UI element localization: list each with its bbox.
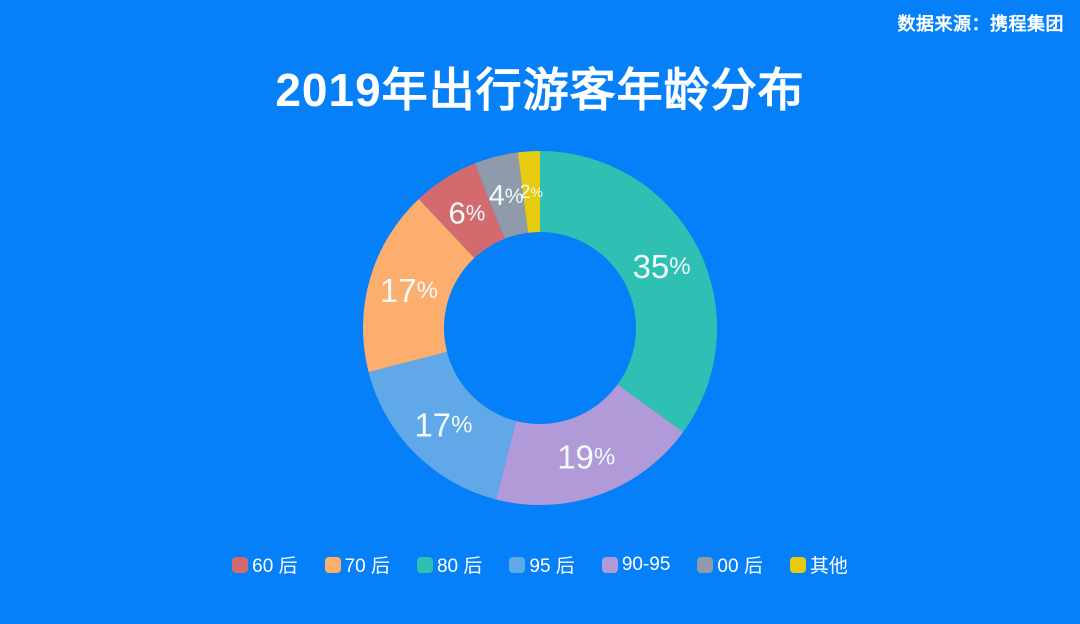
legend-label: 00 后	[717, 556, 763, 577]
slice-label: 17%	[380, 271, 438, 308]
legend-label: 80 后	[436, 556, 483, 577]
slice-label: 2%	[520, 181, 543, 202]
legend-item: 其他	[789, 551, 848, 578]
legend-label: 60 后	[252, 556, 298, 577]
legend-item: 60 后	[232, 551, 298, 578]
legend-item: 70 后	[324, 551, 390, 578]
legend-label: 70 后	[344, 556, 390, 577]
donut-slice	[368, 351, 517, 500]
legend-swatch	[697, 556, 714, 573]
slice-label: 19%	[557, 438, 615, 475]
slice-label: 17%	[414, 406, 472, 443]
legend-item: 95 后	[509, 551, 575, 578]
legend-label: 其他	[809, 556, 848, 577]
legend-swatch	[416, 556, 433, 573]
legend-item: 00 后	[697, 551, 763, 578]
legend-label: 95 后	[529, 556, 575, 577]
donut-slice	[474, 152, 528, 239]
donut-slice	[517, 151, 540, 233]
legend-item: 80 后	[416, 551, 483, 578]
slice-label: 4%	[489, 180, 524, 212]
legend-swatch	[509, 556, 526, 573]
legend-item: 90-95	[601, 553, 671, 576]
donut-slice	[495, 384, 684, 505]
slice-label: 6%	[448, 195, 485, 230]
legend-swatch	[789, 556, 806, 573]
chart-title: 2019年出行游客年龄分布	[275, 64, 805, 116]
donut-slice	[540, 151, 717, 433]
donut-slice	[418, 163, 505, 259]
legend-swatch	[232, 556, 249, 573]
slice-label: 35%	[633, 248, 691, 285]
legend-swatch	[324, 556, 341, 573]
legend-label: 90-95	[621, 553, 671, 575]
data-source-label: 数据来源：携程集团	[897, 14, 1064, 34]
donut-slice	[363, 198, 475, 373]
legend-swatch	[601, 556, 618, 573]
legend: 60 后 70 后 80 后 95 后 90-95 00 后 其他	[0, 551, 1080, 578]
